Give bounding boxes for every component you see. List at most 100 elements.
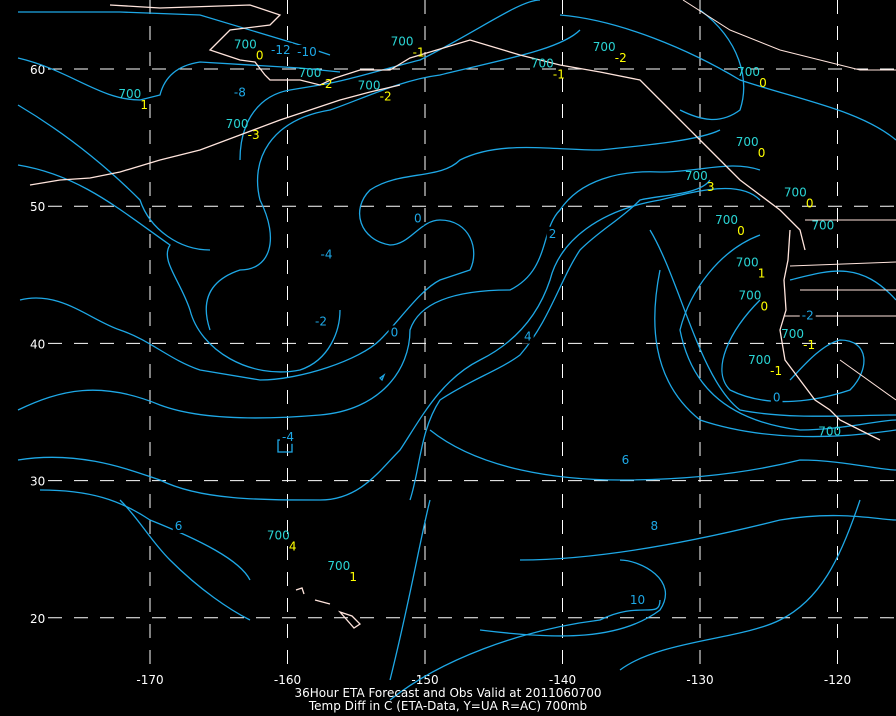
lon-tick-label: -130 bbox=[686, 673, 713, 687]
lon-tick-label: -120 bbox=[824, 673, 851, 687]
contour-line bbox=[205, 29, 581, 331]
contour-label-group: 0 bbox=[412, 211, 424, 226]
contour-label-bg bbox=[172, 518, 185, 533]
contour-label: 6 bbox=[622, 453, 630, 467]
station-temp-diff: -3 bbox=[248, 128, 260, 142]
lat-tick-label: 60 bbox=[30, 63, 45, 77]
contour-label: -4 bbox=[321, 247, 333, 261]
station-plot: 700-1 bbox=[748, 353, 782, 378]
station-temp-diff: 0 bbox=[256, 48, 264, 62]
station-level: 700 bbox=[685, 169, 708, 183]
contour-line bbox=[721, 299, 865, 403]
contour-label-bg bbox=[412, 211, 424, 226]
station-level: 700 bbox=[267, 529, 290, 543]
contour-label-bg bbox=[269, 42, 293, 57]
contour-line bbox=[679, 234, 896, 431]
contour-label-group: -4 bbox=[318, 247, 335, 262]
contour-label: -10 bbox=[297, 45, 317, 59]
contour-label-bg bbox=[770, 390, 783, 405]
station-temp-diff: -1 bbox=[553, 68, 565, 82]
contour-label-bg bbox=[295, 45, 319, 59]
contour-line bbox=[119, 429, 896, 681]
aleutian-islands bbox=[29, 84, 401, 186]
station-level: 700 bbox=[234, 37, 257, 51]
coastlines bbox=[29, 0, 896, 629]
station-plot: 700-2 bbox=[593, 40, 627, 65]
contour-label-bg bbox=[388, 325, 401, 340]
station-level: 700 bbox=[715, 213, 738, 227]
west-coast bbox=[779, 229, 881, 441]
lon-tick-label: -160 bbox=[274, 673, 301, 687]
contour-line bbox=[654, 269, 896, 438]
station-temp-diff: -2 bbox=[615, 51, 627, 65]
lat-tick-label: 50 bbox=[30, 200, 45, 214]
station-temp-diff: -2 bbox=[380, 90, 392, 104]
contour-label-bg bbox=[648, 518, 661, 533]
station-level: 700 bbox=[736, 256, 759, 270]
contour-label-bg bbox=[627, 593, 648, 608]
station-plot: 700-2 bbox=[299, 66, 333, 91]
contour-label: 0 bbox=[773, 391, 781, 405]
contour-line bbox=[17, 104, 211, 251]
contour-label-group: -12 bbox=[269, 42, 293, 57]
contour-label: 10 bbox=[630, 593, 645, 607]
station-level: 700 bbox=[531, 57, 554, 71]
station-level: 700 bbox=[226, 117, 249, 131]
contour-label-group: -2 bbox=[313, 314, 329, 329]
contour-label-group: -2 bbox=[799, 308, 816, 323]
contour-label: -12 bbox=[271, 43, 291, 57]
station-temp-diff: 0 bbox=[761, 299, 769, 313]
map-title-line1: 36Hour ETA Forecast and Obs Valid at 201… bbox=[294, 686, 602, 700]
station-temp-diff: -2 bbox=[321, 77, 333, 91]
station-temp-diff: 1 bbox=[140, 98, 148, 112]
contour-label: 2 bbox=[549, 227, 557, 241]
station-temp-diff: -1 bbox=[413, 46, 425, 60]
contour-line bbox=[389, 499, 861, 701]
contour-label-group: 6 bbox=[172, 518, 185, 533]
station-temp-diff: 0 bbox=[737, 224, 745, 238]
contour-label: -8 bbox=[234, 85, 246, 99]
station-level: 700 bbox=[118, 87, 141, 101]
station-plot: 700 bbox=[811, 219, 834, 233]
station-level: 700 bbox=[299, 66, 322, 80]
contour-label-bg bbox=[231, 85, 248, 100]
contour-label-group: 8 bbox=[648, 518, 661, 533]
contour-line bbox=[17, 165, 761, 419]
contour-line bbox=[479, 514, 896, 637]
contour-label: 8 bbox=[651, 519, 659, 533]
station-temp-diff: 0 bbox=[806, 197, 814, 211]
station-level: 700 bbox=[811, 219, 834, 233]
station-plot: 700-2 bbox=[358, 79, 392, 104]
station-level: 700 bbox=[739, 288, 762, 302]
hawaii-islands bbox=[295, 587, 362, 629]
contour-line bbox=[239, 0, 541, 161]
station-temp-diff: 0 bbox=[758, 146, 766, 160]
lon-tick-label: -140 bbox=[549, 673, 576, 687]
contour-label: 4 bbox=[524, 330, 532, 344]
contour-line bbox=[17, 164, 341, 373]
station-temp-diff: -1 bbox=[770, 364, 782, 378]
lon-tick-label: -170 bbox=[136, 673, 163, 687]
contour-label-bg bbox=[799, 308, 816, 323]
contour-label: -2 bbox=[315, 315, 327, 329]
station-level: 700 bbox=[358, 79, 381, 93]
contour-label-bg bbox=[619, 453, 632, 468]
station-level: 700 bbox=[784, 186, 807, 200]
station-temp-diff: 3 bbox=[707, 180, 715, 194]
contour-label-bg bbox=[522, 329, 534, 344]
station-plot: 700-1 bbox=[531, 57, 565, 82]
station-temp-diff: 0 bbox=[759, 76, 767, 90]
canada-us-border bbox=[682, 0, 896, 401]
alaska-coastline bbox=[109, 4, 806, 251]
